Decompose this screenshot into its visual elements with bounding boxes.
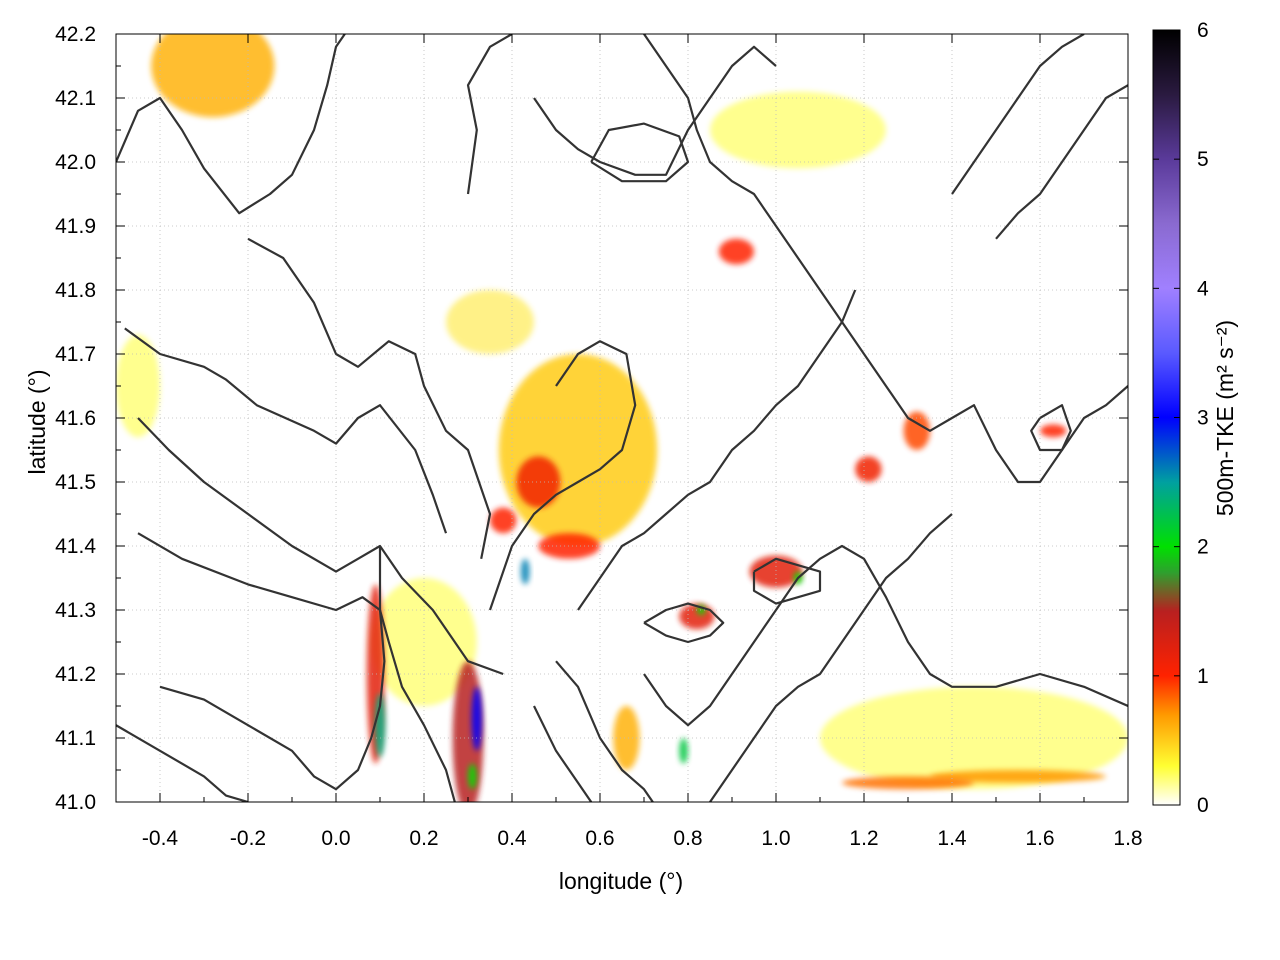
- tke-cell: [468, 763, 477, 790]
- y-tick-label: 41.0: [55, 791, 96, 814]
- contour-line: [643, 34, 1128, 484]
- y-tick-label: 41.3: [55, 599, 96, 622]
- tke-cell: [710, 91, 886, 169]
- tke-cell: [855, 456, 882, 483]
- y-tick-label: 41.7: [55, 343, 96, 366]
- y-tick-label: 41.9: [55, 215, 96, 238]
- y-tick-label: 41.2: [55, 663, 96, 686]
- y-axis-title: latitude (°): [24, 369, 50, 474]
- tke-cell: [842, 776, 974, 790]
- x-tick-label: 0.4: [497, 827, 527, 850]
- colorbar-tick-label: 1: [1197, 665, 1209, 688]
- contour-line: [137, 532, 456, 802]
- tke-cell: [374, 693, 386, 758]
- contour-line: [533, 45, 777, 176]
- contour-line: [116, 34, 346, 215]
- x-tick-label: -0.2: [230, 827, 266, 850]
- contour-line: [643, 602, 725, 644]
- contour-line: [643, 544, 1128, 727]
- x-tick-label: 0.2: [409, 827, 438, 850]
- x-tick-label: 1.6: [1025, 827, 1054, 850]
- tke-cell: [520, 558, 530, 585]
- x-tick-label: 1.4: [937, 827, 967, 850]
- x-tick-label: 0.8: [673, 827, 702, 850]
- tke-cell: [718, 238, 755, 265]
- contour-line: [1030, 404, 1072, 452]
- y-tick-label: 41.6: [55, 407, 96, 430]
- contour-line: [590, 122, 690, 183]
- colorbar-tick-label: 0: [1197, 794, 1209, 817]
- tke-cell: [1040, 424, 1067, 438]
- colorbar-tick-label: 2: [1197, 536, 1209, 559]
- y-tick-label: 42.2: [55, 23, 96, 46]
- x-tick-label: 1.8: [1113, 827, 1142, 850]
- x-tick-label: 0.0: [321, 827, 350, 850]
- tke-cell: [471, 686, 483, 751]
- contour-lines: [116, 34, 1128, 802]
- contour-line: [577, 289, 857, 611]
- x-tick-label: 1.0: [761, 827, 790, 850]
- contour-line: [555, 660, 654, 802]
- x-tick-label: 1.2: [849, 827, 878, 850]
- contour-line: [159, 546, 386, 791]
- tke-cell: [930, 770, 1106, 783]
- y-tick-label: 42.0: [55, 151, 96, 174]
- y-tick-label: 42.1: [55, 87, 96, 110]
- tke-cell: [613, 706, 640, 770]
- colorbar-ticks: 0 1 2 3 4 5 6: [1153, 19, 1209, 817]
- colorbar-title: 500m-TKE (m² s⁻²): [1212, 320, 1238, 516]
- tke-cell: [446, 290, 534, 354]
- colorbar-tick-label: 5: [1197, 148, 1209, 171]
- contour-line: [466, 34, 513, 195]
- contour-line: [533, 705, 593, 802]
- x-axis-title: longitude (°): [559, 868, 683, 894]
- tke-cell: [820, 686, 1128, 790]
- contour-line: [137, 417, 504, 676]
- y-tick-label: 41.4: [55, 535, 96, 558]
- tke-cell: [151, 34, 275, 118]
- tke-cell: [679, 738, 688, 764]
- contour-line: [951, 34, 1085, 195]
- colorbar-tick-label: 3: [1197, 407, 1209, 430]
- colorbar-tick-label: 6: [1197, 19, 1209, 42]
- contour-line: [488, 340, 637, 611]
- tke-cell: [490, 507, 517, 534]
- tke-cell: [538, 533, 600, 559]
- x-tick-label: -0.4: [142, 827, 179, 850]
- tke-cell: [679, 603, 715, 630]
- contour-line: [247, 237, 492, 560]
- x-tick-label: 0.6: [585, 827, 614, 850]
- tke-cell: [498, 354, 658, 546]
- tke-cell: [116, 334, 160, 438]
- contour-line: [709, 513, 953, 802]
- axis-ticks: -0.4 -0.2 0.0 0.2 0.4 0.6 0.8 1.0 1.2 1.4 1.6 1.8 41…: [55, 23, 1142, 850]
- colorbar-tick-label: 4: [1197, 277, 1209, 300]
- tke-cell: [903, 411, 930, 450]
- y-tick-label: 41.8: [55, 279, 96, 302]
- contour-line: [116, 724, 249, 802]
- y-tick-label: 41.5: [55, 471, 96, 494]
- contour-line: [124, 327, 448, 534]
- contour-line: [995, 84, 1128, 240]
- tke-cell: [516, 456, 561, 508]
- y-tick-label: 41.1: [55, 727, 96, 750]
- contour-line: [752, 557, 822, 605]
